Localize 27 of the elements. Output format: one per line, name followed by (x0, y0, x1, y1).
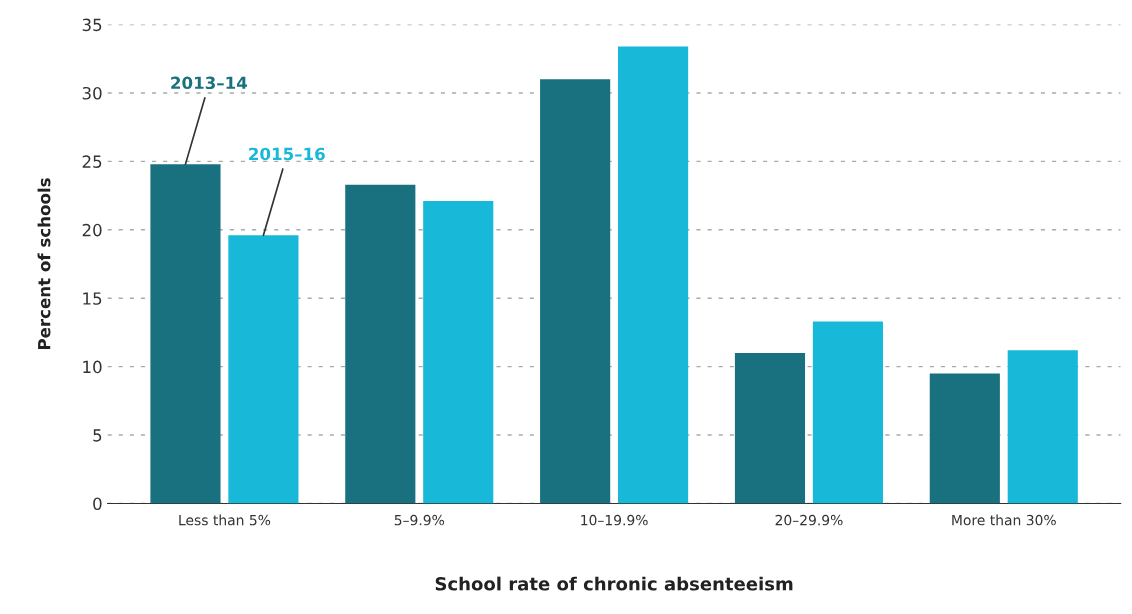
y-tick-label: 10 (83, 360, 102, 374)
x-tick-label: 10–19.9% (581, 514, 648, 526)
y-tick-label: 5 (93, 429, 102, 442)
y-tick-label: 15 (83, 292, 102, 305)
x-tick-label: 5–9.9% (394, 514, 445, 526)
bar (618, 46, 689, 504)
bar (812, 321, 883, 504)
bar (734, 352, 806, 504)
bar (345, 184, 416, 504)
bar (929, 373, 1000, 504)
y-tick-label: 30 (82, 86, 102, 100)
bar (228, 235, 299, 504)
bar (1007, 350, 1078, 504)
x-tick-label: Less than 5% (179, 514, 271, 526)
y-axis-title: Percent of schools (37, 178, 51, 350)
text: 2015–16 (249, 147, 325, 161)
text: 2013–14 (171, 76, 248, 90)
y-tick-label: 35 (82, 18, 102, 32)
x-tick-label: More than 30% (952, 514, 1056, 526)
x-axis-title: School rate of chronic absenteeism (435, 576, 793, 591)
y-tick-label: 0 (93, 497, 102, 511)
y-tick-label: 20 (82, 223, 102, 237)
x-tick-label: 20–29.9% (775, 514, 843, 526)
bar (540, 79, 611, 504)
bar (423, 201, 494, 504)
bar (150, 164, 221, 504)
y-tick-label: 25 (82, 155, 102, 168)
